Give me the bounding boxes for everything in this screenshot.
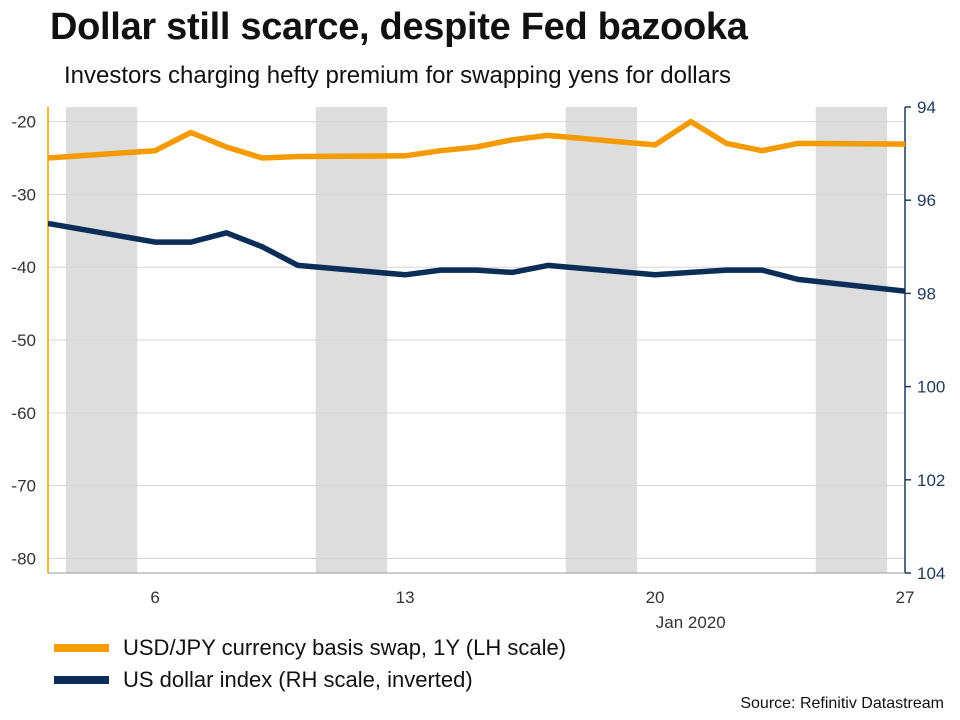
left-axis-tick-label: -50 bbox=[11, 331, 36, 350]
left-axis-tick-label: -30 bbox=[11, 185, 36, 204]
right-axis-tick-label: 104 bbox=[917, 564, 945, 583]
left-axis-tick-label: -20 bbox=[11, 113, 36, 132]
series-line-dollar-index bbox=[48, 220, 905, 294]
legend-item-basis-swap: USD/JPY currency basis swap, 1Y (LH scal… bbox=[54, 632, 566, 664]
left-axis-tick-label: -70 bbox=[11, 477, 36, 496]
right-axis-tick-label: 100 bbox=[917, 378, 945, 397]
legend-label-dollar-index: US dollar index (RH scale, inverted) bbox=[123, 667, 473, 692]
source-note: Source: Refinitiv Datastream bbox=[740, 695, 944, 712]
legend-swatch-dollar-index bbox=[54, 676, 109, 684]
x-axis-tick-label: 6 bbox=[150, 588, 159, 607]
right-axis-tick-label: 94 bbox=[917, 98, 936, 117]
x-axis-month-label: Jan 2020 bbox=[656, 613, 726, 632]
x-axis-tick-label: 27 bbox=[896, 588, 915, 607]
left-axis-tick-label: -60 bbox=[11, 404, 36, 423]
chart-subtitle: Investors charging hefty premium for swa… bbox=[64, 62, 731, 89]
right-axis-tick-label: 96 bbox=[917, 191, 936, 210]
series-line-basis-swap bbox=[48, 118, 905, 161]
chart-title: Dollar still scarce, despite Fed bazooka bbox=[50, 6, 748, 48]
legend: USD/JPY currency basis swap, 1Y (LH scal… bbox=[54, 632, 566, 696]
right-axis-tick-label: 102 bbox=[917, 471, 945, 490]
legend-label-basis-swap: USD/JPY currency basis swap, 1Y (LH scal… bbox=[123, 635, 567, 660]
x-axis-tick-label: 20 bbox=[646, 588, 665, 607]
x-axis-tick-label: 13 bbox=[396, 588, 415, 607]
left-axis-tick-label: -80 bbox=[11, 549, 36, 568]
legend-swatch-basis-swap bbox=[54, 644, 109, 652]
right-axis-tick-label: 98 bbox=[917, 284, 936, 303]
left-axis-tick-label: -40 bbox=[11, 258, 36, 277]
legend-item-dollar-index: US dollar index (RH scale, inverted) bbox=[54, 664, 566, 696]
